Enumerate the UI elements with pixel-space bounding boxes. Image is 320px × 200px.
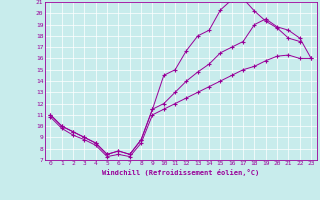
X-axis label: Windchill (Refroidissement éolien,°C): Windchill (Refroidissement éolien,°C)	[102, 169, 260, 176]
